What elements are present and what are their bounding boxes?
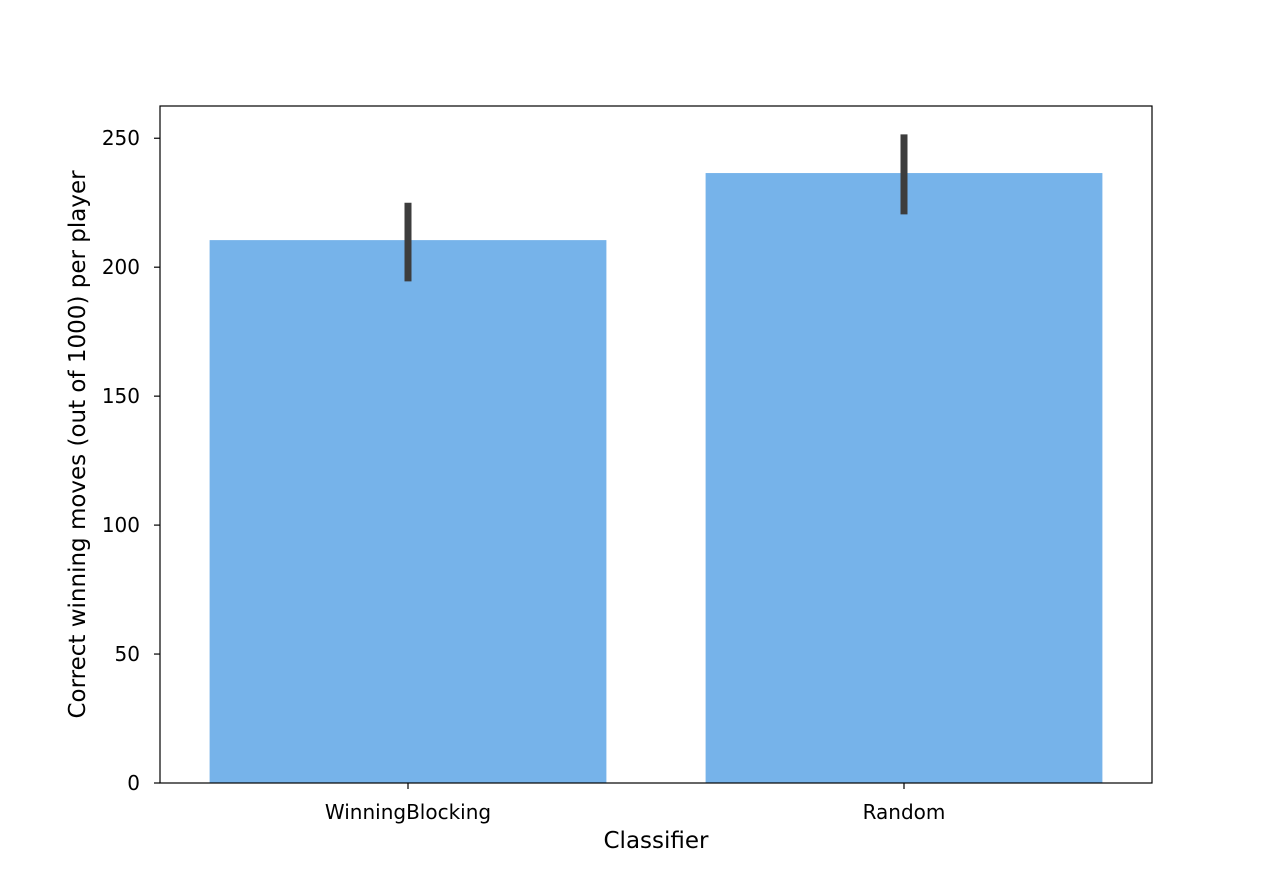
y-tick-label: 200 [102, 255, 140, 279]
plot-frame [159, 105, 1153, 784]
bar-winningblocking [209, 240, 607, 783]
bars-layer [209, 173, 1103, 783]
x-axis: WinningBlocking Random [325, 783, 946, 824]
y-tick-label: 100 [102, 513, 140, 537]
y-tick-label: 150 [102, 384, 140, 408]
error-bars-layer [404, 134, 908, 282]
x-axis-label: Classifier [604, 828, 710, 854]
x-tick-label: Random [863, 800, 946, 824]
x-tick-label: WinningBlocking [325, 800, 491, 824]
y-tick-label: 0 [127, 771, 140, 795]
y-axis-label: Correct winning moves (out of 1000) per … [65, 170, 91, 719]
y-tick-label: 50 [115, 642, 140, 666]
y-tick-label: 250 [102, 126, 140, 150]
y-axis: 0 50 100 150 200 250 [102, 126, 160, 795]
bar-random [705, 173, 1103, 783]
